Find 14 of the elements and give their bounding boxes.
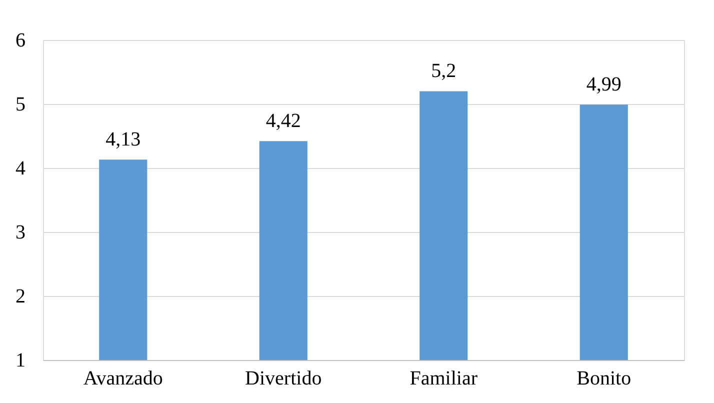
x-tick-label: Avanzado xyxy=(83,368,163,390)
data-label: 5,2 xyxy=(431,60,456,82)
y-tick-label: 4 xyxy=(16,158,26,180)
data-label: 4,99 xyxy=(586,74,622,96)
y-tick-label: 6 xyxy=(16,30,26,52)
y-tick-label: 2 xyxy=(16,286,26,308)
data-label: 4,42 xyxy=(266,110,301,132)
y-tick-label: 5 xyxy=(16,94,26,116)
data-label: 4,13 xyxy=(106,128,141,151)
x-tick-label: Familiar xyxy=(410,368,478,390)
x-tick-label: Bonito xyxy=(576,368,632,390)
x-tick-label: Divertido xyxy=(245,368,322,390)
y-tick-label: 1 xyxy=(16,350,26,372)
y-tick-label: 3 xyxy=(16,222,26,244)
